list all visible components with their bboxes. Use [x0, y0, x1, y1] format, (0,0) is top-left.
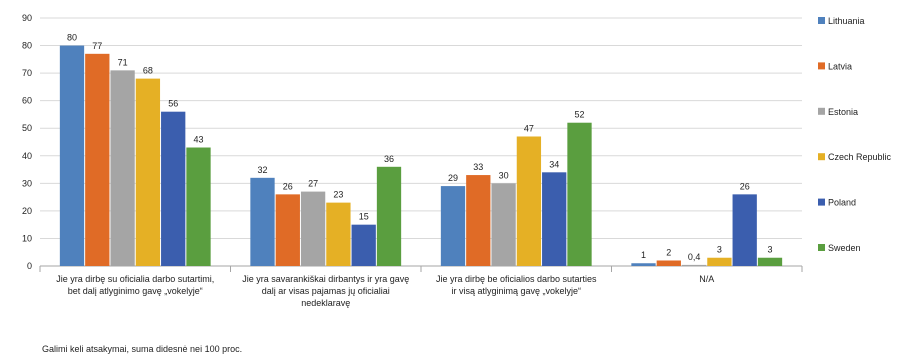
y-tick-label: 90 — [22, 13, 32, 23]
bar — [59, 45, 85, 266]
x-tick-label: N/A — [699, 274, 714, 284]
bar — [186, 147, 211, 266]
data-label: 47 — [524, 123, 534, 133]
bar — [757, 257, 783, 266]
legend-label: Czech Republic — [828, 152, 892, 162]
data-label: 52 — [574, 110, 584, 120]
data-label: 23 — [333, 190, 343, 200]
bar — [631, 263, 656, 266]
y-tick-label: 60 — [22, 96, 32, 106]
data-label: 36 — [384, 154, 394, 164]
bar — [110, 70, 135, 266]
bar-series: 80 32 29 1 77 26 33 2 71 27 30 0,4 68 23 47 3 56 15 34 26 43… — [59, 33, 783, 267]
legend-label: Estonia — [828, 107, 858, 117]
data-label: 26 — [283, 181, 293, 191]
data-label: 80 — [67, 33, 77, 43]
data-label: 71 — [118, 57, 128, 67]
y-tick-label: 50 — [22, 123, 32, 133]
data-label: 30 — [499, 170, 509, 180]
x-tick-label: Jie yra savarankiškai dirbantys ir yra g… — [242, 274, 409, 308]
legend-swatch — [818, 244, 825, 251]
bar — [161, 111, 186, 266]
y-tick-label: 10 — [22, 233, 32, 243]
legend: Lithuania Latvia Estonia Czech Republic Pola… — [818, 16, 892, 253]
bar — [516, 136, 542, 266]
x-tick-label: Jie yra dirbę be oficialios darbo sutart… — [436, 274, 597, 296]
legend-label: Sweden — [828, 243, 861, 253]
legend-swatch — [818, 153, 825, 161]
y-tick-label: 0 — [27, 261, 32, 271]
legend-swatch — [818, 62, 825, 70]
bar — [656, 260, 681, 266]
bar — [491, 183, 516, 266]
y-tick-label: 80 — [22, 41, 32, 51]
bar — [681, 264, 707, 266]
data-label: 34 — [549, 159, 559, 169]
y-tick-label: 70 — [22, 68, 32, 78]
bar — [376, 166, 402, 266]
legend-swatch — [818, 198, 825, 206]
y-axis: 0 10 20 30 40 50 60 70 80 90 — [22, 13, 32, 271]
bar — [567, 122, 592, 266]
legend-swatch — [818, 107, 825, 115]
bar — [440, 186, 466, 266]
legend-label: Lithuania — [828, 16, 865, 26]
bar — [466, 175, 491, 266]
bar — [85, 53, 110, 267]
data-label: 15 — [359, 212, 369, 222]
bar — [707, 257, 732, 266]
data-label: 26 — [740, 181, 750, 191]
x-tick-label: Jie yra dirbę su oficialia darbo sutarti… — [56, 274, 214, 296]
data-label: 1 — [641, 250, 646, 260]
data-label: 43 — [193, 135, 203, 145]
data-label: 2 — [666, 247, 671, 257]
bar — [542, 172, 567, 266]
y-tick-label: 40 — [22, 151, 32, 161]
legend-swatch — [818, 17, 825, 24]
bar — [300, 191, 326, 266]
footnote: Galimi keli atsakymai, suma didesnė nei … — [42, 344, 243, 354]
bar — [135, 78, 161, 266]
data-label: 33 — [473, 162, 483, 172]
data-label: 77 — [92, 41, 102, 51]
bar — [275, 194, 300, 266]
data-label: 29 — [448, 173, 458, 183]
data-label: 68 — [143, 66, 153, 76]
bar — [732, 194, 757, 266]
data-label: 3 — [767, 245, 772, 255]
legend-label: Latvia — [828, 61, 852, 71]
data-label: 56 — [168, 99, 178, 109]
y-tick-label: 30 — [22, 178, 32, 188]
bar — [250, 177, 275, 266]
data-label: 32 — [257, 165, 267, 175]
data-label: 0,4 — [688, 252, 701, 262]
data-label: 27 — [308, 179, 318, 189]
data-label: 3 — [717, 245, 722, 255]
bar — [326, 202, 351, 266]
legend-label: Poland — [828, 198, 856, 208]
x-axis: Jie yra dirbę su oficialia darbo sutarti… — [39, 265, 803, 308]
y-tick-label: 20 — [22, 206, 32, 216]
bar — [351, 224, 376, 266]
